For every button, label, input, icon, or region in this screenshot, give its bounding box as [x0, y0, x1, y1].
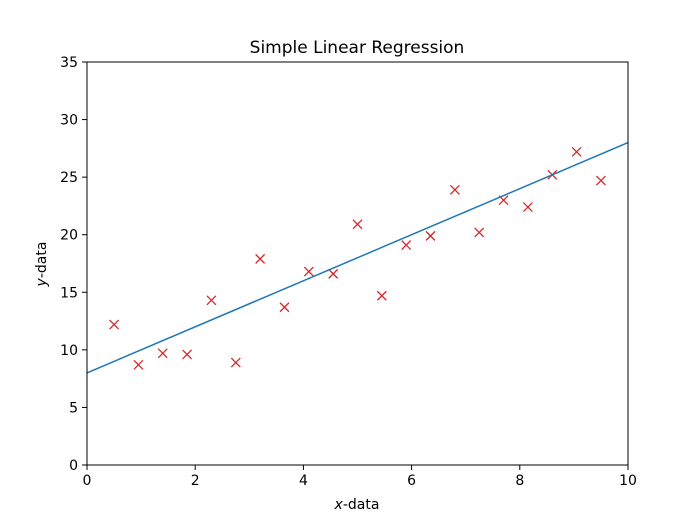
y-tick-label: 15: [60, 285, 78, 301]
x-tick-label: 4: [299, 473, 308, 489]
x-tick-label: 0: [83, 473, 92, 489]
y-tick-label: 30: [60, 113, 78, 129]
data-point-x-marker: [255, 253, 266, 264]
y-tick-label: 0: [69, 458, 78, 474]
x-axis-label: x-data: [334, 497, 380, 513]
data-point-x-marker: [133, 359, 144, 370]
data-point-x-marker: [595, 175, 606, 186]
data-point-x-marker: [376, 290, 387, 301]
data-point-x-marker: [571, 146, 582, 157]
data-point-x-marker: [352, 219, 363, 230]
x-tick-label: 2: [191, 473, 200, 489]
y-axis-label: y-data: [34, 242, 50, 288]
data-point-x-marker: [328, 268, 339, 279]
data-point-x-marker: [230, 357, 241, 368]
data-point-x-marker: [449, 184, 460, 195]
y-tick-label: 35: [60, 55, 78, 71]
chart-title: Simple Linear Regression: [250, 38, 465, 58]
data-point-x-marker: [109, 319, 120, 330]
x-tick-label: 6: [407, 473, 416, 489]
data-point-x-marker: [474, 227, 485, 238]
x-tick-label: 8: [515, 473, 524, 489]
regression-line: [87, 141, 628, 374]
data-point-x-marker: [522, 202, 533, 213]
data-point-x-marker: [303, 266, 314, 277]
data-point-x-marker: [157, 348, 168, 359]
data-point-x-marker: [182, 349, 193, 360]
y-tick-label: 25: [60, 170, 78, 186]
data-point-x-marker: [425, 230, 436, 241]
plot-frame: [86, 61, 629, 466]
data-point-x-marker: [206, 295, 217, 306]
data-point-x-marker: [279, 302, 290, 313]
y-tick-label: 5: [69, 400, 78, 416]
y-tick-label: 20: [60, 228, 78, 244]
data-point-x-marker: [401, 240, 412, 251]
y-tick-label: 10: [60, 343, 78, 359]
x-tick-label: 10: [619, 473, 637, 489]
